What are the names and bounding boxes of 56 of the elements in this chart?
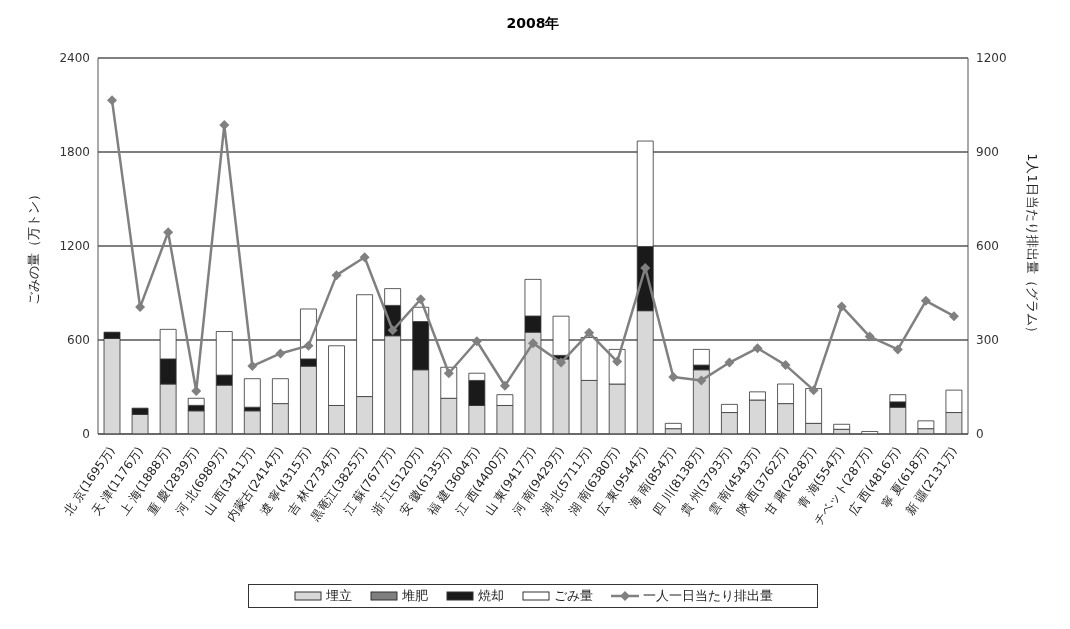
point bbox=[303, 340, 314, 351]
y-tick-label: 2400 bbox=[59, 51, 90, 66]
point bbox=[499, 380, 510, 391]
point bbox=[556, 357, 567, 368]
point bbox=[107, 95, 118, 106]
point bbox=[584, 327, 595, 338]
y2-tick-label: 900 bbox=[976, 145, 999, 160]
point bbox=[247, 361, 258, 372]
point bbox=[275, 348, 286, 359]
point bbox=[780, 360, 791, 371]
chart-title: 2008年 bbox=[505, 14, 561, 33]
legend-label: ごみ量 bbox=[552, 587, 593, 605]
point bbox=[696, 375, 707, 386]
point bbox=[752, 343, 763, 354]
bar bbox=[552, 315, 570, 356]
point bbox=[948, 311, 959, 322]
y2-tick-label: 0 bbox=[976, 427, 984, 442]
bar bbox=[917, 420, 935, 430]
y-axis-title: ごみの量（万トン） bbox=[25, 187, 41, 305]
bar bbox=[833, 423, 851, 430]
bar bbox=[692, 369, 710, 434]
y2-tick-label: 1200 bbox=[976, 51, 1007, 66]
legend-label: 一人一日当たり排出量 bbox=[641, 587, 773, 605]
point bbox=[724, 357, 735, 368]
point bbox=[528, 338, 538, 349]
point bbox=[668, 371, 679, 382]
point bbox=[836, 301, 847, 312]
point bbox=[808, 385, 819, 396]
point bbox=[191, 386, 202, 397]
point bbox=[135, 302, 146, 313]
bar bbox=[664, 422, 682, 430]
bar bbox=[552, 358, 570, 434]
legend-label: 焼却 bbox=[476, 587, 504, 605]
bar bbox=[243, 410, 261, 434]
point bbox=[359, 252, 370, 263]
y-tick-label: 1200 bbox=[59, 239, 90, 254]
y2-axis-title: 1人1日当たり排出量（グラム） bbox=[1025, 153, 1041, 339]
legend-label: 埋立 bbox=[324, 587, 352, 605]
point bbox=[864, 331, 875, 342]
point bbox=[920, 295, 931, 306]
point bbox=[443, 368, 454, 379]
y2-tick-label: 300 bbox=[976, 333, 999, 348]
bar bbox=[889, 406, 907, 434]
point bbox=[892, 344, 903, 355]
y-tick-label: 600 bbox=[67, 333, 90, 348]
bar bbox=[692, 349, 710, 366]
y-tick-label: 0 bbox=[82, 427, 90, 442]
y-tick-label: 1800 bbox=[59, 145, 90, 160]
point bbox=[387, 325, 398, 336]
point bbox=[415, 294, 426, 305]
bar bbox=[187, 410, 205, 434]
bar bbox=[243, 378, 261, 408]
y2-tick-label: 600 bbox=[976, 239, 999, 254]
point bbox=[471, 336, 482, 347]
legend-label: 堆肥 bbox=[400, 587, 428, 605]
point bbox=[331, 270, 342, 281]
